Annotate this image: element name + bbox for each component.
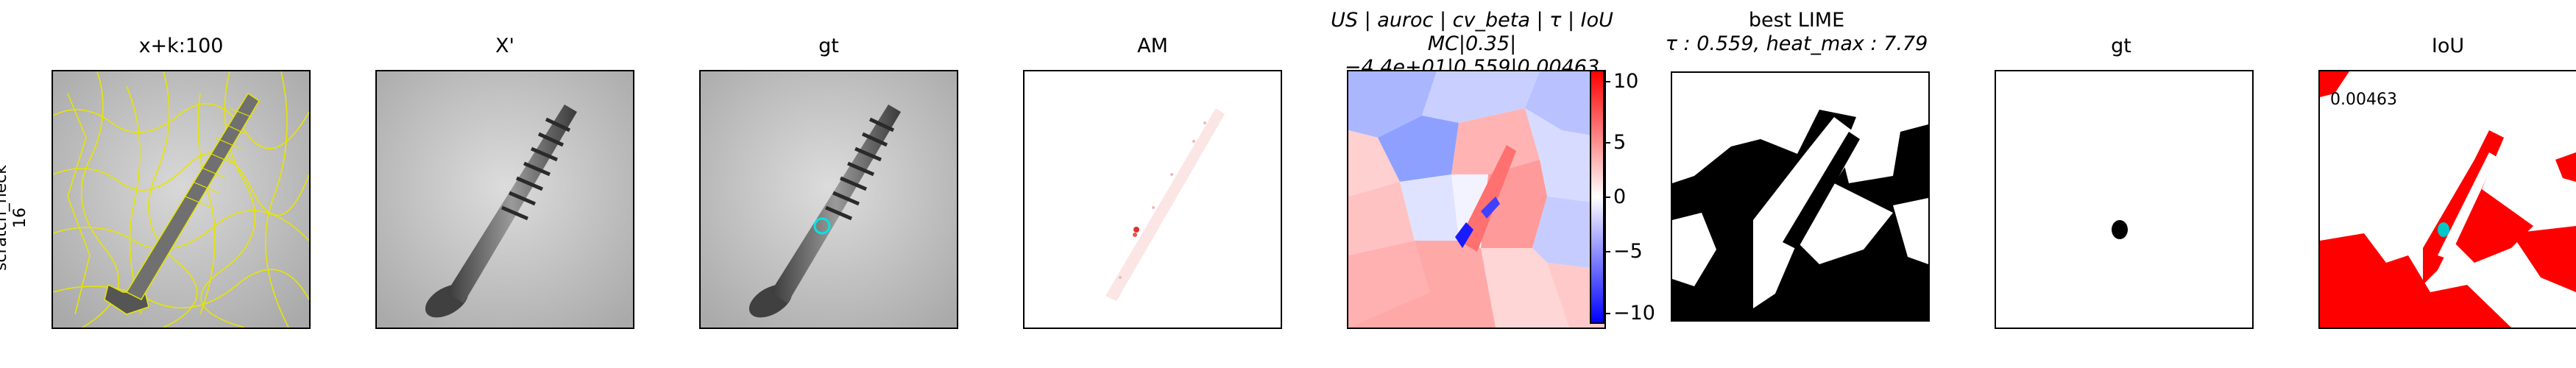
panel-title-iou: IoU <box>2431 35 2465 57</box>
iou-value: 0.00463 <box>2330 91 2397 109</box>
panel-us <box>1347 70 1606 329</box>
iou-overlay <box>2320 71 2576 328</box>
panel-title-us: US | auroc | cv_beta | τ | IoU MC|0.35|−… <box>1303 9 1641 79</box>
colorbar-tick <box>1604 313 1610 314</box>
panel-title-lime: best LIME τ : 0.559, heat_max : 7.79 <box>1627 9 1966 56</box>
colorbar-tick-label: −10 <box>1613 302 1655 325</box>
colorbar-tick-label: −5 <box>1613 240 1643 263</box>
screw-image-gt <box>701 71 957 328</box>
gt-mask <box>1996 71 2252 328</box>
am-heatmap <box>1025 71 1281 328</box>
row-label: scratch_neck 16 <box>0 144 30 291</box>
panel-title-gt2: gt <box>2111 35 2131 57</box>
panel-title-lime-line2: τ : 0.559, heat_max : 7.79 <box>1665 32 1928 55</box>
panel-iou: 0.00463 <box>2318 70 2576 329</box>
us-heatmap <box>1348 71 1604 328</box>
panel-title-xprime: X' <box>495 35 514 57</box>
panel-am <box>1023 70 1282 329</box>
screw-image-xprime <box>377 71 633 328</box>
colorbar-tick <box>1604 251 1610 252</box>
colorbar-tick-label: 5 <box>1613 131 1627 154</box>
panel-gt <box>699 70 958 329</box>
screw-shape <box>104 92 261 315</box>
colorbar-tick <box>1604 142 1610 144</box>
panel-title-lime-line1: best LIME <box>1748 9 1845 32</box>
lime-mask <box>1672 73 1928 320</box>
panel-xprime <box>375 70 634 329</box>
panel-title-us-line1: US | auroc | cv_beta | τ | IoU <box>1331 9 1613 32</box>
colorbar-tick-label: 10 <box>1613 70 1639 93</box>
colorbar-tick <box>1604 197 1610 198</box>
gt-contour-cyan <box>813 217 831 235</box>
panel-title-gt: gt <box>818 35 839 57</box>
row-label-index: 16 <box>11 208 29 228</box>
colorbar <box>1590 70 1604 324</box>
panel-lime <box>1671 71 1930 322</box>
panel-title-xk: x+k:100 <box>138 35 224 57</box>
panel-xk <box>52 70 311 329</box>
panel-title-am: AM <box>1137 35 1168 57</box>
colorbar-tick <box>1604 81 1610 82</box>
screw-image <box>53 71 309 328</box>
panel-gt2 <box>1995 70 2254 329</box>
row-label-name: scratch_neck <box>0 164 10 272</box>
colorbar-tick-label: 0 <box>1613 185 1627 208</box>
